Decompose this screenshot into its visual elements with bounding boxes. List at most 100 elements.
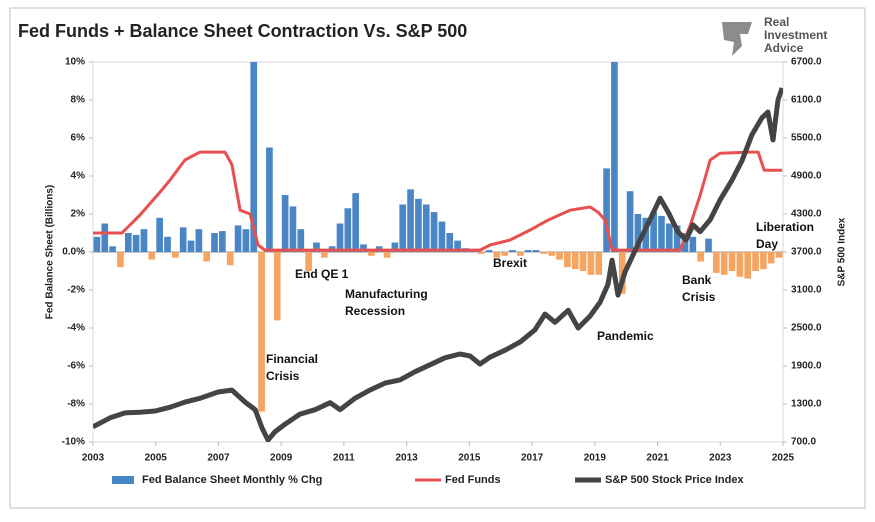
bar [658, 215, 665, 252]
bar [313, 242, 320, 252]
bar [179, 227, 187, 252]
x-tick-label: 2023 [709, 453, 732, 464]
annotation: End QE 1 [295, 267, 349, 281]
bar [548, 252, 556, 256]
bar [626, 191, 634, 252]
bar [305, 252, 312, 271]
y-tick-label: 4% [71, 171, 86, 182]
bar [650, 212, 657, 252]
annotation: Brexit [493, 256, 528, 270]
y2-tick-label: 6100.0 [791, 95, 822, 106]
x-tick-label: 2007 [207, 453, 230, 464]
logo-text: Real Investment Advice [764, 16, 828, 55]
y-tick-label: 0.0% [62, 247, 85, 258]
y2-axis-title: S&P 500 Index [837, 217, 848, 286]
bar [767, 252, 775, 264]
bar [289, 206, 297, 252]
bar [320, 252, 328, 258]
x-tick-label: 2015 [458, 453, 481, 464]
line [93, 150, 783, 252]
y-tick-label: 10% [65, 57, 85, 68]
logo [722, 22, 752, 56]
bar [532, 250, 540, 252]
bar [705, 238, 712, 252]
bar [219, 231, 226, 252]
y-axis-title: Fed Balance Sheet (Billions) [45, 185, 56, 319]
annotation: Pandemic [597, 329, 654, 343]
bar [689, 236, 697, 252]
bar [273, 252, 281, 321]
x-tick-label: 2019 [584, 453, 607, 464]
line [93, 87, 783, 442]
x-tick-label: 2017 [521, 453, 544, 464]
y2-tick-label: 2500.0 [791, 323, 822, 334]
legend-label: S&P 500 Stock Price Index [605, 474, 744, 486]
bar [383, 252, 391, 258]
bar [752, 252, 759, 271]
y2-tick-label: 5500.0 [791, 133, 822, 144]
bar [140, 229, 148, 252]
annotation: Bank Crisis [682, 273, 716, 304]
bar [360, 244, 367, 252]
x-tick-label: 2025 [772, 453, 795, 464]
bar [587, 252, 595, 275]
bar [516, 252, 524, 256]
bar [673, 225, 681, 252]
y-tick-label: 2% [71, 209, 86, 220]
y2-tick-label: 4900.0 [791, 171, 822, 182]
bar [226, 252, 234, 266]
legend-label: Fed Funds [445, 474, 501, 486]
bar [524, 250, 532, 252]
bar [603, 168, 610, 252]
bar [477, 252, 485, 254]
x-tick-label: 2009 [270, 453, 293, 464]
x-tick-label: 2021 [646, 453, 669, 464]
bar [571, 252, 579, 270]
x-tick-label: 2013 [396, 453, 419, 464]
bar [242, 229, 250, 252]
y2-tick-label: 3700.0 [791, 247, 822, 258]
y2-tick-label: 700.0 [791, 437, 816, 448]
bar [368, 252, 375, 256]
bar [509, 250, 516, 252]
logo-mark [722, 22, 752, 56]
y2-tick-label: 1300.0 [791, 399, 822, 410]
bar [399, 204, 407, 252]
legend-swatch [112, 476, 134, 484]
bar [415, 198, 422, 252]
bar [540, 252, 548, 254]
bar [164, 236, 171, 252]
annotation: Manufacturing Recession [345, 287, 428, 318]
bar [195, 229, 203, 252]
x-tick-label: 2003 [82, 453, 105, 464]
bar [446, 233, 454, 252]
chart-title: Fed Funds + Balance Sheet Contraction Vs… [18, 21, 467, 41]
bar [258, 252, 265, 412]
bar [101, 223, 109, 252]
bar [250, 62, 258, 252]
bar [720, 252, 728, 275]
bar [422, 204, 430, 252]
bar [109, 246, 116, 252]
bar [697, 252, 705, 262]
bar [485, 250, 493, 252]
bar [124, 233, 132, 252]
annotation: Financial Crisis [266, 352, 319, 383]
bar [211, 233, 218, 252]
y-tick-label: -4% [67, 323, 85, 334]
x-tick-label: 2011 [333, 453, 355, 464]
bar [148, 252, 156, 260]
y-tick-label: -2% [67, 285, 85, 296]
bar [391, 242, 399, 252]
bar [775, 252, 783, 258]
bar [760, 252, 767, 270]
legend-label: Fed Balance Sheet Monthly % Chg [142, 474, 322, 486]
y2-tick-label: 6700.0 [791, 57, 822, 68]
bar [156, 217, 163, 252]
bar [117, 252, 124, 268]
bar [611, 62, 618, 252]
bar [681, 233, 689, 252]
y-tick-label: -10% [62, 437, 85, 448]
